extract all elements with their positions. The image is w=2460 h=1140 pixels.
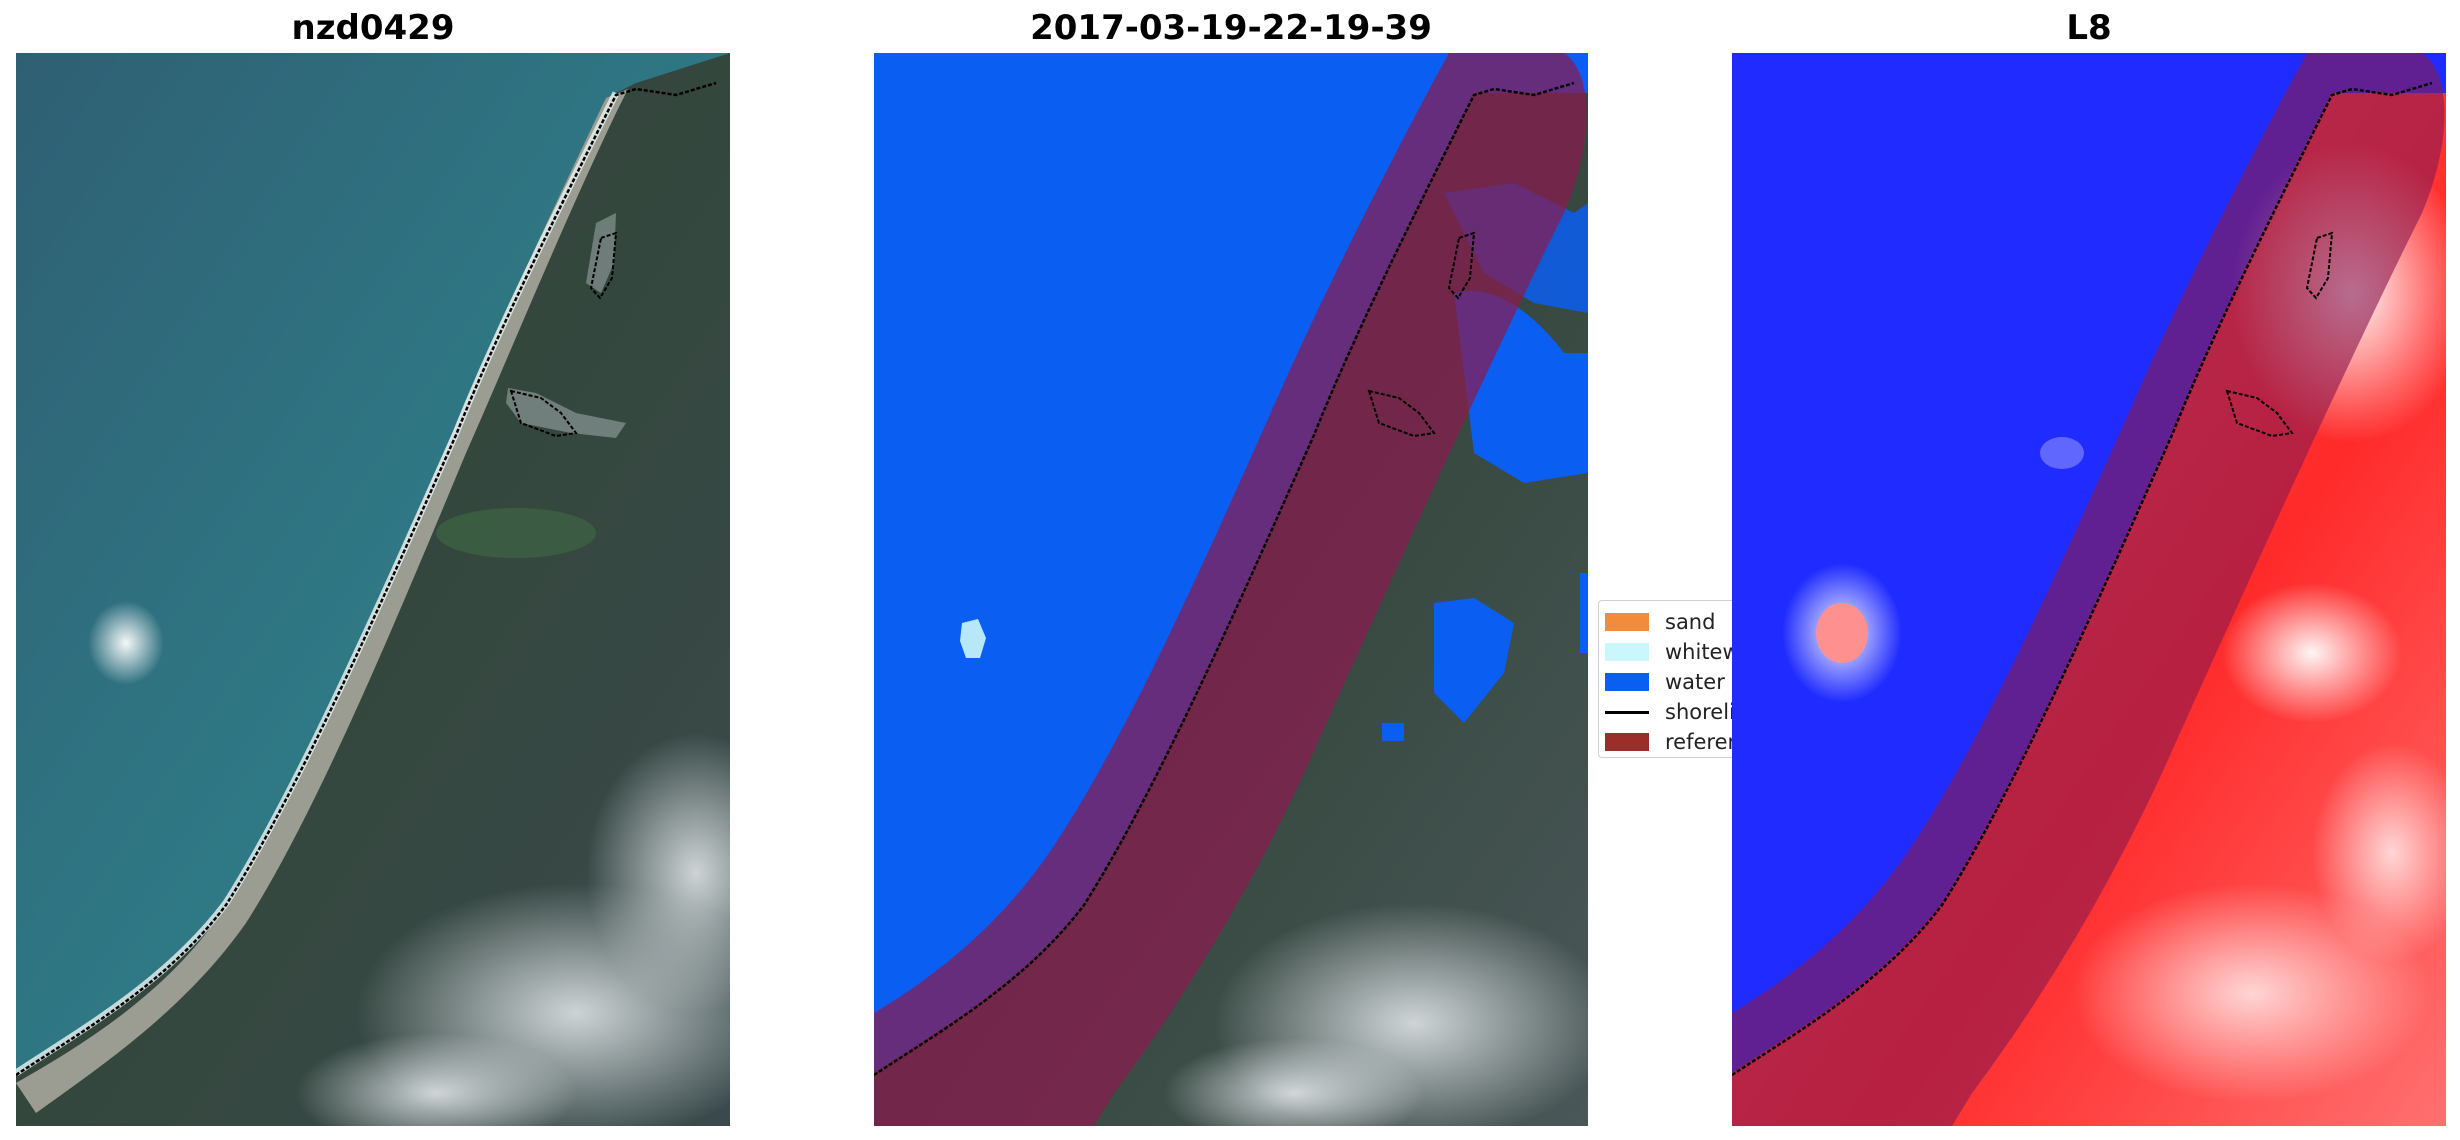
index-image	[1732, 53, 2446, 1126]
legend-swatch-sand	[1605, 613, 1649, 631]
legend-label-water: water	[1665, 670, 1725, 694]
reference-shoreline-buffer	[1732, 53, 2445, 1126]
shoreline-trace	[16, 81, 717, 1077]
panel-title-classification: 2017-03-19-22-19-39	[1030, 8, 1432, 48]
legend-item-sand: sand	[1605, 609, 1732, 635]
legend-label-shoreline: shoreline	[1665, 700, 1732, 724]
rgb-image-panel	[16, 53, 730, 1126]
legend-line-shoreline	[1605, 710, 1649, 714]
classification-panel	[874, 53, 1588, 1126]
legend-label-sand: sand	[1665, 610, 1716, 634]
panel-title-index: L8	[2066, 8, 2112, 48]
classification-image	[874, 53, 1588, 1126]
legend-swatch-whitewater	[1605, 643, 1649, 661]
legend-swatch-water	[1605, 673, 1649, 691]
shoreline-trace	[874, 81, 1575, 1077]
legend-item-water: water	[1605, 669, 1732, 695]
reference-shoreline-buffer	[874, 53, 1587, 1126]
legend-item-reference: reference shoreline buffer	[1605, 729, 1732, 755]
rgb-satellite-image	[16, 53, 730, 1126]
legend-label-reference: reference shoreline buffer	[1665, 730, 1732, 754]
shoreline-trace	[1732, 81, 2433, 1077]
legend-swatch-reference	[1605, 733, 1649, 751]
whitewater-patch	[960, 619, 986, 658]
panel-title-rgb: nzd0429	[291, 8, 455, 48]
index-panel	[1732, 53, 2446, 1126]
legend-item-shoreline: shoreline	[1605, 699, 1732, 725]
